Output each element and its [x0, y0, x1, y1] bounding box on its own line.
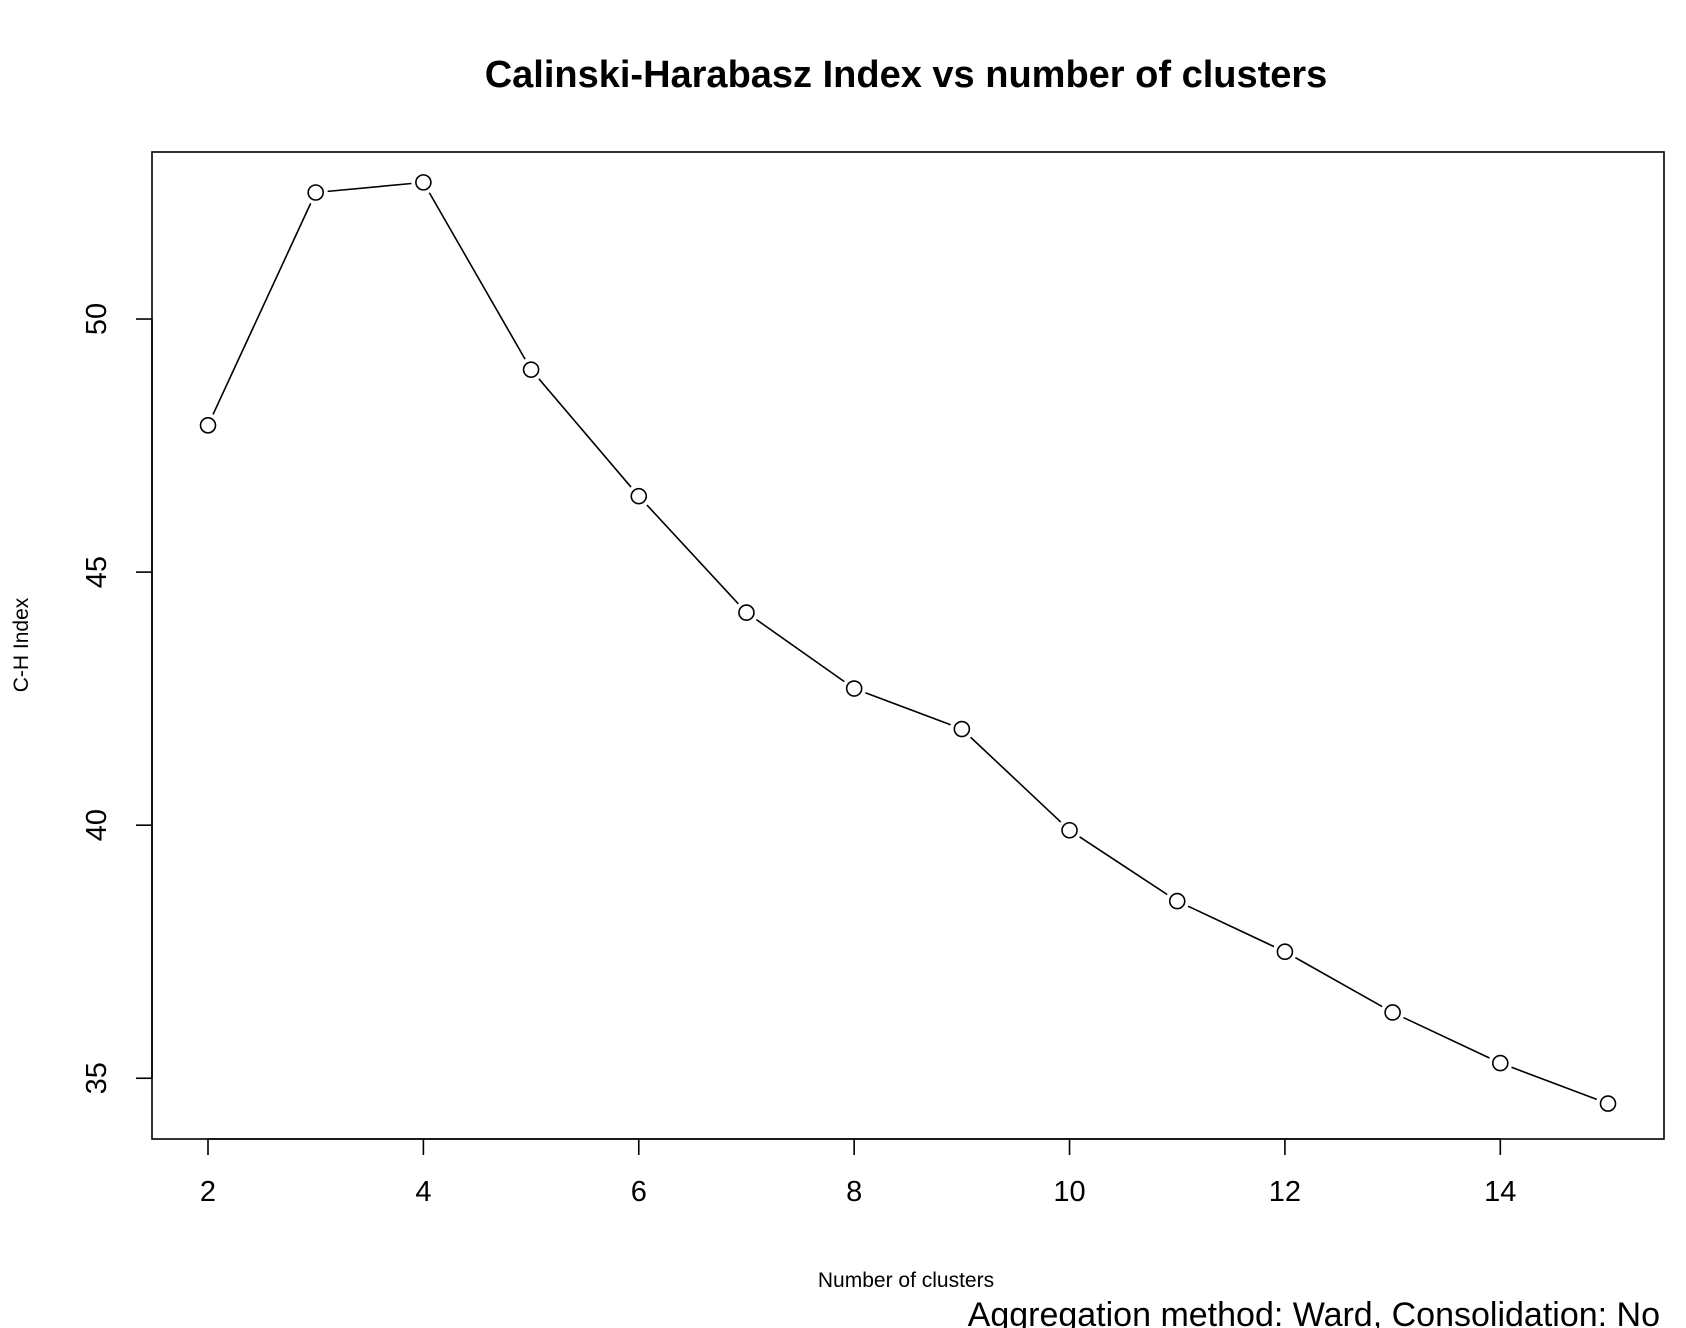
- data-point: [522, 361, 540, 378]
- line-segment: [755, 618, 845, 683]
- line-segment: [1403, 1016, 1490, 1059]
- y-axis: 35 40 45 50: [81, 303, 153, 1094]
- data-point: [1276, 943, 1294, 961]
- line-segment: [538, 378, 632, 488]
- chart-subtitle: Aggregation method: Ward, Consolidation:…: [968, 1296, 1660, 1328]
- x-tick-label: 12: [1269, 1176, 1301, 1208]
- data-point: [415, 174, 432, 191]
- line-segment: [970, 736, 1062, 823]
- x-tick-label: 2: [200, 1176, 216, 1208]
- x-tick-label: 6: [631, 1176, 647, 1208]
- y-tick-label: 35: [81, 1062, 113, 1094]
- line-segment: [1187, 905, 1275, 948]
- line-segment: [327, 182, 412, 193]
- data-point: [630, 487, 648, 505]
- data-point: [953, 720, 971, 738]
- x-axis-label: Number of clusters: [818, 1269, 994, 1292]
- data-point: [1384, 1004, 1401, 1021]
- data-point: [1599, 1095, 1617, 1112]
- x-tick-label: 8: [846, 1176, 862, 1208]
- data-point: [1492, 1054, 1509, 1072]
- line-segment: [1294, 956, 1383, 1008]
- data-series: [199, 174, 1617, 1112]
- x-axis: 2 4 6 8 10 12 14: [200, 1138, 1516, 1208]
- line-segment: [646, 504, 739, 605]
- data-point: [199, 417, 217, 434]
- line-segment: [1079, 836, 1168, 896]
- line-segment: [428, 192, 526, 360]
- y-tick-label: 45: [81, 556, 113, 588]
- plot-frame: [151, 151, 1665, 1140]
- data-point: [307, 184, 324, 201]
- line-segment: [865, 691, 951, 726]
- data-point: [1061, 821, 1078, 839]
- x-tick-label: 10: [1053, 1176, 1085, 1208]
- chart-title: Calinski-Harabasz Index vs number of clu…: [485, 54, 1328, 96]
- y-axis-label: C-H Index: [10, 597, 33, 692]
- line-segment: [212, 203, 312, 415]
- line-segment: [1511, 1066, 1598, 1101]
- x-tick-label: 14: [1484, 1176, 1516, 1208]
- y-tick-label: 40: [81, 809, 113, 841]
- y-tick-label: 50: [81, 303, 113, 335]
- data-point: [738, 604, 755, 621]
- x-tick-label: 4: [415, 1176, 431, 1208]
- data-point: [1168, 892, 1186, 910]
- data-point: [845, 680, 863, 697]
